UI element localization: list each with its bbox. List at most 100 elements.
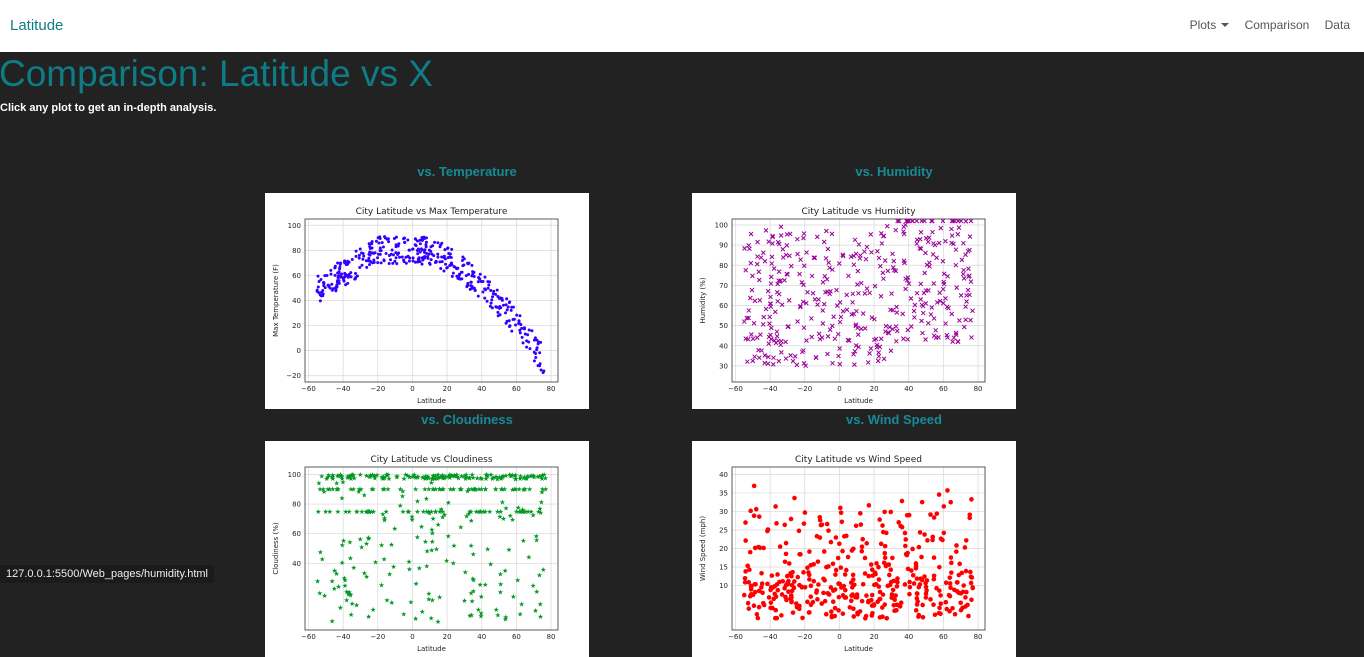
marker — [797, 606, 802, 612]
marker: ★ — [426, 595, 432, 603]
marker — [440, 255, 444, 259]
marker: ★ — [441, 475, 447, 483]
marker — [869, 249, 874, 255]
plots-dropdown[interactable]: Plots — [1190, 18, 1230, 32]
marker — [909, 568, 914, 573]
marker: ★ — [432, 472, 438, 480]
marker — [478, 272, 482, 276]
marker — [859, 598, 865, 604]
x-tick-label: 60 — [512, 633, 521, 641]
marker — [784, 271, 790, 277]
marker — [886, 562, 892, 567]
marker — [815, 597, 820, 602]
brand-link[interactable]: Latitude — [10, 17, 64, 34]
marker — [831, 314, 837, 320]
temperature-plot[interactable]: City Latitude vs Max Temperature −60 −40 −2… — [265, 193, 589, 409]
marker — [876, 577, 882, 582]
marker — [849, 585, 855, 590]
marker: ★ — [394, 474, 400, 482]
marker — [411, 256, 415, 260]
marker: ★ — [330, 486, 336, 494]
y-tick-label: 40 — [292, 297, 301, 305]
marker — [969, 335, 974, 340]
marker: ★ — [539, 488, 545, 496]
wind-speed-plot[interactable]: City Latitude vs Wind Speed −60 −40 −20 0 20 4… — [692, 441, 1016, 657]
x-tick-label: −60 — [301, 633, 316, 641]
marker: ★ — [351, 564, 357, 572]
marker — [884, 615, 890, 621]
marker: ★ — [363, 508, 369, 516]
marker — [802, 510, 808, 515]
scatter-markers: ★★★★★★★★★★★★★★★★★★★★★★★★★★★★★★ ★★ ★★★★★★★★… — [315, 471, 549, 626]
marker: ★ — [446, 473, 452, 481]
marker — [947, 581, 953, 586]
marker: ★ — [522, 508, 528, 516]
marker — [936, 240, 942, 246]
marker — [420, 237, 424, 241]
marker — [969, 597, 974, 603]
marker — [418, 250, 422, 254]
marker — [439, 267, 443, 271]
heading-wind-speed[interactable]: vs. Wind Speed — [846, 412, 942, 427]
marker: ★ — [471, 486, 477, 494]
marker: ★ — [537, 509, 543, 517]
marker — [957, 561, 962, 567]
marker — [905, 327, 911, 333]
marker — [767, 314, 773, 320]
marker — [330, 282, 334, 286]
marker — [967, 234, 973, 239]
marker — [884, 223, 890, 229]
marker — [774, 521, 779, 526]
marker: ★ — [428, 479, 434, 487]
cloudiness-plot[interactable]: City Latitude vs Cloudiness −60 −40 −20 0 20 4… — [265, 441, 589, 657]
marker: ★ — [353, 508, 359, 516]
marker: ★ — [474, 475, 480, 483]
marker — [319, 277, 323, 281]
marker — [937, 605, 942, 611]
marker: ★ — [335, 486, 341, 494]
marker — [871, 337, 877, 343]
marker — [875, 248, 880, 254]
marker — [960, 271, 966, 277]
marker — [905, 275, 911, 280]
marker: ★ — [458, 473, 464, 481]
marker — [894, 328, 900, 334]
marker — [422, 250, 426, 254]
marker — [943, 321, 948, 326]
marker — [801, 282, 806, 288]
marker — [838, 505, 843, 511]
marker — [877, 517, 882, 522]
marker — [520, 326, 524, 330]
marker — [850, 291, 856, 297]
marker: ★ — [386, 475, 392, 483]
marker: ★ — [330, 475, 336, 483]
marker — [776, 269, 782, 274]
marker — [472, 274, 476, 278]
marker: ★ — [494, 508, 500, 516]
marker — [468, 287, 472, 291]
marker: ★ — [336, 472, 342, 480]
marker — [907, 579, 912, 585]
heading-temperature[interactable]: vs. Temperature — [417, 164, 517, 179]
marker: ★ — [420, 508, 426, 516]
marker — [876, 350, 881, 356]
marker — [918, 229, 924, 235]
marker — [940, 300, 946, 306]
humidity-plot[interactable]: City Latitude vs Humidity −60 −40 −20 0 20 40 6… — [692, 193, 1016, 409]
marker — [858, 522, 864, 527]
x-tick-label: 20 — [870, 385, 879, 393]
marker — [743, 538, 748, 543]
marker — [940, 286, 946, 292]
marker — [844, 292, 850, 298]
marker: ★ — [437, 508, 443, 516]
x-tick-label: 0 — [410, 385, 414, 393]
nav-data-link[interactable]: Data — [1324, 18, 1350, 32]
marker: ★ — [356, 488, 362, 496]
marker — [810, 599, 816, 605]
heading-humidity[interactable]: vs. Humidity — [855, 164, 933, 179]
nav-comparison-link[interactable]: Comparison — [1244, 18, 1310, 32]
marker — [775, 587, 781, 593]
heading-cloudiness[interactable]: vs. Cloudiness — [421, 412, 513, 427]
marker: ★ — [483, 486, 489, 494]
marker — [960, 605, 965, 611]
